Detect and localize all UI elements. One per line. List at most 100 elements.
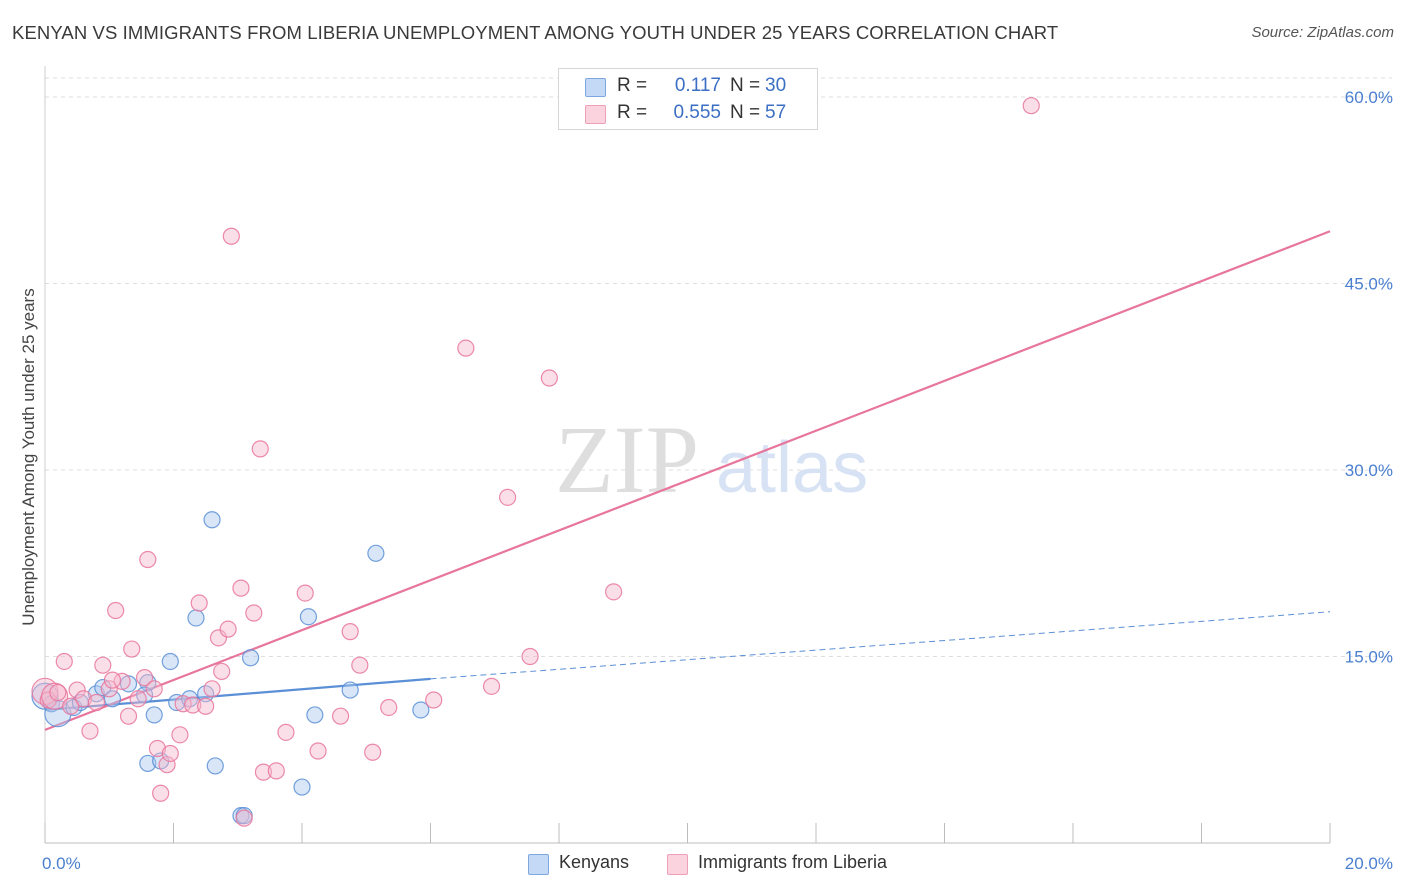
legend-n-label: N =: [730, 102, 761, 123]
data-point-liberia: [425, 691, 443, 709]
bottom-legend-label-liberia: Immigrants from Liberia: [698, 852, 888, 872]
data-point-liberia: [197, 697, 215, 715]
data-point-liberia: [94, 656, 112, 674]
source-label: Source: ZipAtlas.com: [1251, 24, 1394, 41]
data-point-liberia: [152, 784, 170, 802]
data-point-liberia: [139, 550, 157, 569]
data-point-liberia: [190, 594, 208, 612]
data-point-kenyans: [306, 706, 324, 724]
legend: R = 0.117 N = 30 R = 0.555 N = 57: [558, 68, 818, 130]
data-point-liberia: [49, 683, 67, 702]
data-point-liberia: [267, 762, 285, 780]
data-point-liberia: [107, 601, 125, 620]
data-point-liberia: [203, 680, 221, 698]
y-axis-label: Unemployment Among Youth under 25 years: [19, 288, 38, 625]
data-point-liberia: [68, 681, 86, 699]
data-point-liberia: [245, 604, 263, 622]
legend-r-label: R =: [617, 102, 648, 123]
data-point-liberia: [251, 440, 269, 458]
data-point-liberia: [100, 680, 118, 698]
data-point-liberia: [158, 756, 176, 774]
data-point-kenyans: [206, 757, 224, 775]
data-point-liberia: [103, 671, 122, 689]
data-point-liberia: [277, 723, 295, 741]
legend-n-value: 57: [765, 102, 787, 123]
data-point-liberia: [341, 623, 359, 641]
legend-swatch-liberia: [585, 105, 606, 124]
bottom-legend-swatch-liberia: [667, 854, 688, 875]
data-point-liberia: [74, 690, 93, 708]
data-point-liberia: [123, 640, 141, 658]
data-point-kenyans: [139, 754, 157, 773]
data-point-liberia: [296, 584, 314, 602]
data-point-liberia: [62, 697, 80, 715]
data-point-kenyans: [299, 608, 318, 626]
x-tick-label: 20.0%: [1345, 854, 1393, 873]
data-point-liberia: [161, 744, 179, 763]
watermark-zip: ZIP: [555, 406, 699, 513]
data-point-kenyans: [412, 701, 430, 719]
legend-n-value: 30: [765, 75, 787, 96]
tick-labels: 15.0% 30.0% 45.0% 60.0% 0.0% 20.0%: [42, 88, 1393, 873]
data-point-liberia: [232, 579, 250, 597]
legend-swatch-kenyans: [585, 78, 606, 97]
watermark-atlas: atlas: [716, 428, 868, 508]
data-point-liberia: [81, 722, 99, 740]
bottom-legend: Kenyans Immigrants from Liberia: [0, 852, 1406, 878]
data-point-kenyans: [145, 706, 163, 724]
data-point-liberia: [1022, 97, 1040, 115]
trend-lines: [44, 230, 1331, 731]
data-point-liberia: [219, 620, 237, 638]
data-point-kenyans: [87, 685, 106, 703]
chart-title: KENYAN VS IMMIGRANTS FROM LIBERIA UNEMPL…: [12, 22, 1059, 43]
data-point-kenyans: [203, 511, 221, 529]
data-point-kenyans: [341, 681, 359, 699]
data-point-liberia: [364, 743, 382, 761]
x-tick-label: 0.0%: [42, 854, 81, 873]
data-point-liberia: [457, 339, 475, 357]
legend-r-label: R =: [617, 75, 648, 96]
data-point-liberia: [209, 629, 228, 647]
data-point-liberia: [145, 680, 163, 698]
watermark: ZIP atlas: [555, 406, 868, 513]
data-point-liberia: [87, 693, 106, 712]
data-point-liberia: [41, 682, 69, 710]
data-point-kenyans: [293, 778, 311, 796]
data-point-liberia: [605, 583, 623, 601]
data-point-kenyans: [187, 609, 205, 627]
gridlines: [45, 77, 1392, 657]
y-tick-label: 60.0%: [1345, 88, 1393, 107]
data-point-liberia: [148, 739, 167, 758]
y-tick-label: 45.0%: [1345, 275, 1393, 294]
data-point-liberia: [171, 726, 189, 744]
data-point-liberia: [254, 763, 273, 781]
bottom-legend-label-kenyans: Kenyans: [559, 852, 630, 872]
data-point-liberia: [482, 677, 501, 695]
data-point-liberia: [135, 669, 154, 687]
data-point-liberia: [380, 698, 398, 717]
data-point-kenyans: [242, 649, 260, 667]
data-point-liberia: [235, 809, 253, 827]
trend-line-kenyans-extrapolated: [430, 611, 1331, 680]
data-point-liberia: [309, 742, 327, 760]
data-point-liberia: [351, 656, 369, 674]
data-point-liberia: [119, 707, 138, 725]
trend-line-liberia: [44, 230, 1331, 731]
data-point-liberia: [213, 662, 231, 681]
data-point-liberia: [540, 369, 558, 387]
data-points: [31, 97, 1040, 827]
y-tick-label: 15.0%: [1345, 648, 1393, 667]
data-point-liberia: [184, 696, 202, 714]
data-point-liberia: [499, 488, 517, 506]
data-point-liberia: [222, 227, 240, 245]
data-point-liberia: [331, 707, 350, 725]
y-tick-label: 30.0%: [1345, 461, 1393, 480]
data-point-kenyans: [161, 652, 179, 671]
bottom-legend-swatch-kenyans: [528, 854, 549, 875]
data-point-liberia: [129, 690, 147, 708]
data-point-kenyans: [103, 690, 122, 708]
legend-r-value: 0.117: [674, 75, 721, 96]
legend-n-label: N =: [730, 75, 761, 96]
data-point-kenyans: [367, 544, 385, 562]
